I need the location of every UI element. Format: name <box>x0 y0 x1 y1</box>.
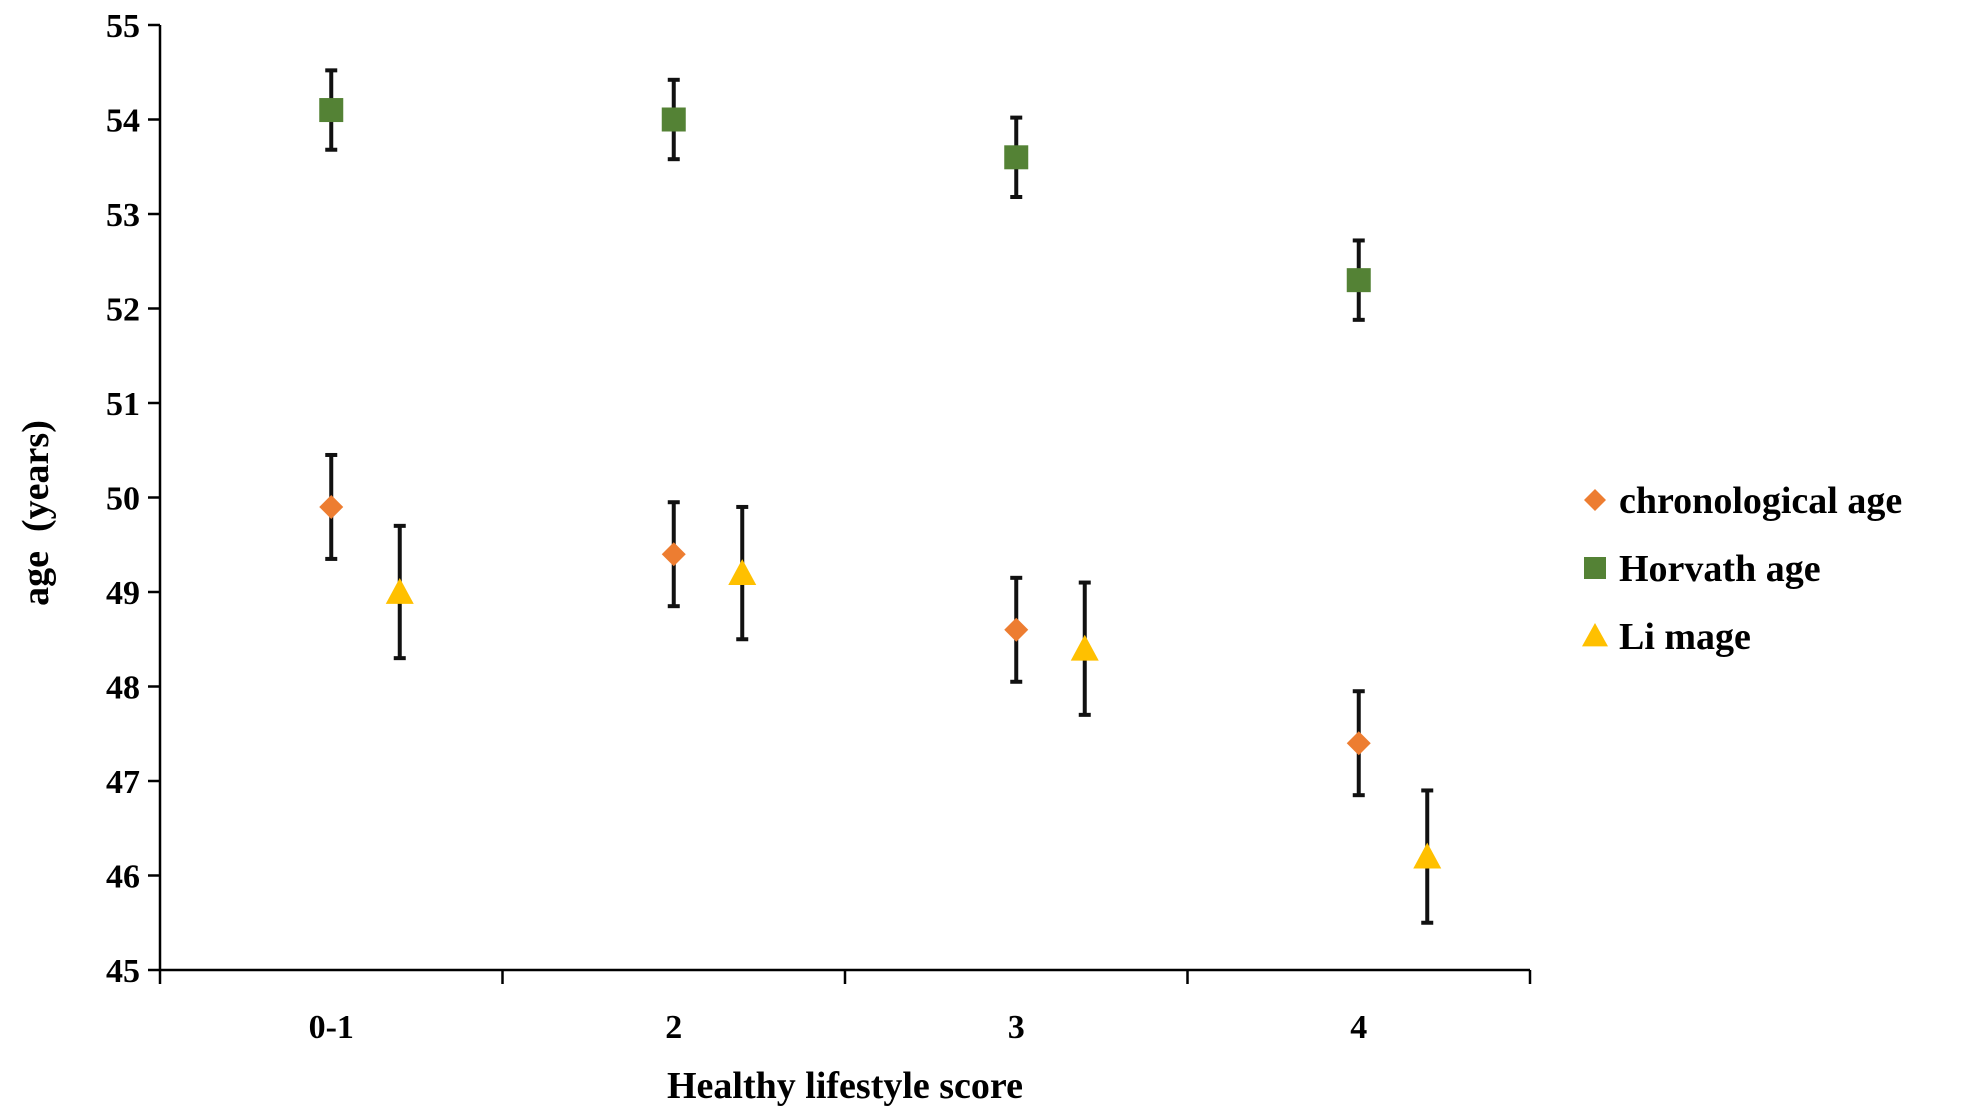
y-tick-label: 47 <box>106 764 140 801</box>
data-point-diamond <box>319 494 344 519</box>
legend-marker-diamond <box>1584 489 1606 511</box>
y-tick-label: 45 <box>106 953 140 990</box>
x-axis-title: Healthy lifestyle score <box>667 1065 1023 1107</box>
data-point-triangle <box>1413 842 1442 869</box>
y-axis-ticks: 45 46 47 48 49 50 51 52 53 54 55 <box>106 8 160 990</box>
error-bars <box>325 68 1434 925</box>
data-point-square <box>1346 268 1371 293</box>
data-point-triangle <box>385 578 414 604</box>
data-point-triangle <box>728 559 757 585</box>
axes <box>158 25 1530 972</box>
x-tick-label: 2 <box>665 1009 682 1046</box>
legend-item: Li mage <box>1582 616 1751 658</box>
legend-label: Horvath age <box>1619 548 1821 590</box>
data-point-diamond <box>661 542 686 567</box>
legend-label: chronological age <box>1619 480 1902 522</box>
x-axis-ticks: 0-1 2 3 4 <box>158 970 1532 1046</box>
y-tick-label: 48 <box>106 670 140 707</box>
y-tick-label: 49 <box>106 575 140 612</box>
y-tick-label: 55 <box>106 8 140 45</box>
x-tick-label: 4 <box>1350 1009 1367 1046</box>
y-tick-label: 53 <box>106 197 140 234</box>
y-tick-label: 51 <box>106 386 140 423</box>
x-tick-label: 0-1 <box>309 1009 354 1046</box>
legend-item: Horvath age <box>1584 548 1821 590</box>
legend: chronological age Horvath age Li mage <box>1582 480 1902 658</box>
data-point-triangle <box>1070 634 1099 661</box>
y-axis-title: age (years) <box>15 420 57 606</box>
data-point-square <box>319 98 344 123</box>
legend-marker-square <box>1584 557 1606 579</box>
y-tick-label: 46 <box>106 859 140 896</box>
legend-item: chronological age <box>1584 480 1902 522</box>
legend-marker-triangle <box>1582 623 1608 647</box>
data-point-square <box>1004 145 1029 170</box>
data-point-square <box>661 107 686 132</box>
data-point-diamond <box>1004 617 1029 642</box>
data-point-diamond <box>1346 731 1371 756</box>
x-tick-label: 3 <box>1008 1009 1025 1046</box>
y-tick-label: 50 <box>106 481 140 518</box>
data-points <box>319 98 1442 869</box>
legend-label: Li mage <box>1619 616 1751 658</box>
y-tick-label: 54 <box>106 103 140 140</box>
y-tick-label: 52 <box>106 292 140 329</box>
